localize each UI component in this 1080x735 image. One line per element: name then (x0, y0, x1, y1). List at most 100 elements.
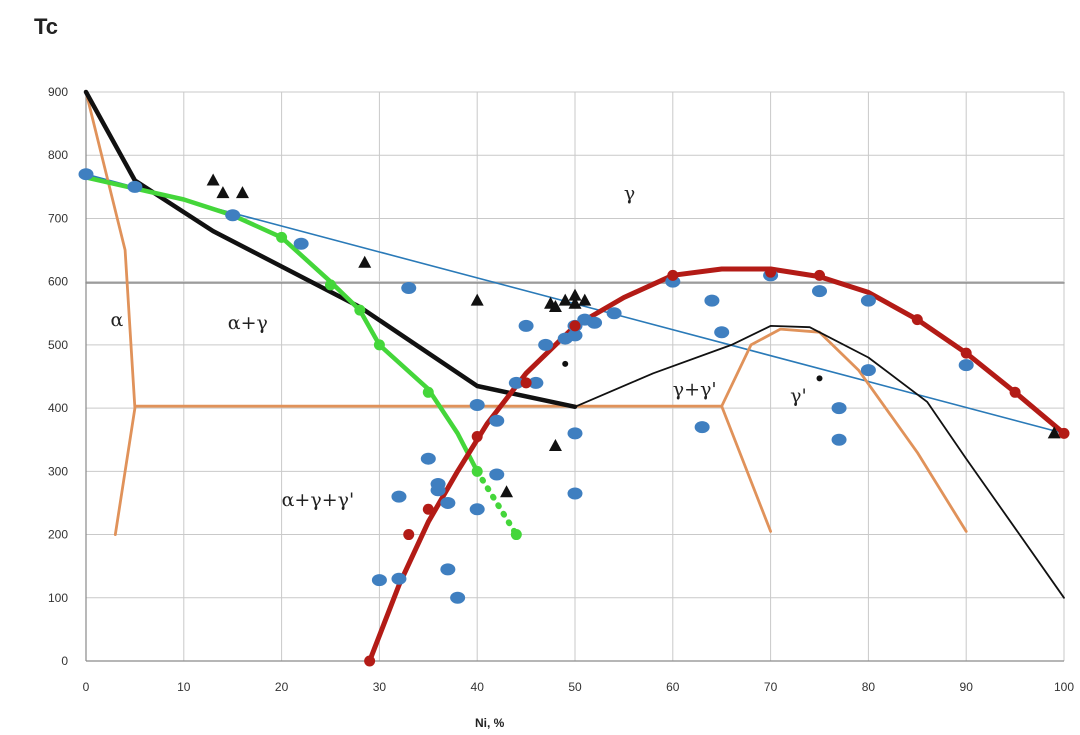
region-labels: α α+γ γ γ+γ' γ' α+γ+γ' (110, 182, 806, 511)
ellipse-marker (489, 414, 505, 427)
triangle-marker (500, 485, 514, 498)
ellipse-marker (860, 294, 876, 307)
triangle-marker (568, 288, 582, 301)
x-axis-title: Ni, % (475, 716, 505, 730)
ellipse-marker (391, 490, 407, 503)
ellipse-marker (704, 294, 720, 307)
region-label: γ' (790, 385, 807, 407)
ellipse-marker (469, 503, 485, 516)
ellipse-marker (420, 452, 436, 465)
region-label: α (110, 309, 123, 331)
y-tick-label: 100 (48, 591, 68, 605)
x-tick-label: 20 (275, 680, 289, 694)
dot-marker (364, 655, 376, 667)
dot-marker (471, 465, 483, 477)
region-label: α+γ (228, 312, 268, 334)
y-tick-label: 900 (48, 85, 68, 99)
ellipse-marker (440, 563, 456, 576)
ellipse-marker (694, 421, 710, 434)
ellipse-marker (440, 496, 456, 509)
x-tick-label: 70 (764, 680, 778, 694)
triangle-marker (358, 255, 372, 268)
ellipse-marker (528, 376, 544, 389)
dot-marker (276, 231, 288, 243)
dot-marker (1058, 427, 1070, 439)
dot-marker (911, 314, 923, 326)
dot-marker (373, 339, 385, 351)
ellipse-marker (518, 319, 534, 332)
ellipse-marker (860, 364, 876, 377)
ellipse-marker (401, 281, 417, 294)
dot-marker (422, 503, 434, 515)
ellipse-marker (567, 329, 583, 342)
dot-marker (667, 269, 679, 281)
dot-marker (422, 386, 434, 398)
data-markers (78, 168, 1070, 667)
triangle-marker (558, 293, 572, 306)
dot-marker (325, 279, 336, 291)
x-tick-label: 80 (862, 680, 876, 694)
y-tick-label: 0 (61, 654, 68, 668)
region-label: α+γ+γ' (282, 489, 355, 511)
tick-labels: 0 10 20 30 40 50 60 70 80 90 100 0 100 200 300 400 500 60… (48, 85, 1074, 694)
dot-marker (765, 266, 777, 278)
ellipse-marker (430, 484, 446, 497)
dot-marker (403, 529, 415, 541)
line-black-thin (574, 324, 1065, 599)
ellipse-marker (371, 574, 387, 587)
ellipse-marker (812, 285, 827, 298)
ellipse-marker (127, 180, 143, 193)
axis-frame (85, 92, 1064, 662)
ellipse-marker (567, 427, 583, 440)
x-tick-label: 0 (83, 680, 90, 694)
x-tick-label: 30 (373, 680, 387, 694)
x-tick-label: 60 (666, 680, 680, 694)
triangle-marker (206, 173, 220, 186)
ellipse-marker (450, 591, 466, 604)
small-dot-marker (562, 360, 569, 367)
dot-marker (354, 304, 366, 316)
ellipse-marker (831, 433, 847, 446)
y-tick-label: 400 (48, 401, 68, 415)
y-axis-title: Tc (34, 14, 59, 39)
triangle-marker (216, 186, 230, 199)
triangle-marker (1047, 426, 1061, 439)
dot-marker (520, 377, 532, 389)
y-tick-label: 200 (48, 528, 68, 542)
region-label: γ (624, 182, 635, 204)
dot-marker (814, 269, 825, 281)
y-tick-label: 700 (48, 211, 68, 225)
y-tick-label: 500 (48, 338, 68, 352)
ellipse-marker (587, 316, 603, 329)
y-tick-label: 800 (48, 148, 68, 162)
dot-marker (569, 320, 581, 332)
x-tick-label: 100 (1054, 680, 1074, 694)
line-green (83, 175, 480, 474)
ellipse-marker (606, 307, 622, 320)
x-tick-label: 40 (471, 680, 485, 694)
dot-marker (471, 431, 483, 443)
triangle-marker (235, 186, 249, 199)
x-tick-label: 50 (568, 680, 582, 694)
triangle-marker (568, 296, 582, 309)
line-black-thick (83, 89, 578, 410)
ellipse-marker (489, 468, 505, 481)
triangle-marker (470, 293, 484, 306)
x-tick-label: 90 (960, 680, 974, 694)
triangle-marker (548, 439, 562, 452)
ellipse-marker (958, 359, 974, 372)
triangle-marker (548, 299, 562, 312)
y-tick-label: 300 (48, 464, 68, 478)
ellipse-marker (225, 209, 241, 222)
dot-marker (1009, 386, 1021, 398)
ellipse-marker (714, 326, 730, 339)
x-tick-label: 10 (177, 680, 191, 694)
ellipse-marker (538, 338, 554, 351)
ellipse-marker (391, 572, 407, 585)
grid (85, 91, 1065, 662)
triangle-marker (578, 293, 592, 306)
y-tick-label: 600 (48, 275, 68, 289)
dot-marker (960, 347, 972, 359)
ellipse-marker (831, 402, 847, 415)
